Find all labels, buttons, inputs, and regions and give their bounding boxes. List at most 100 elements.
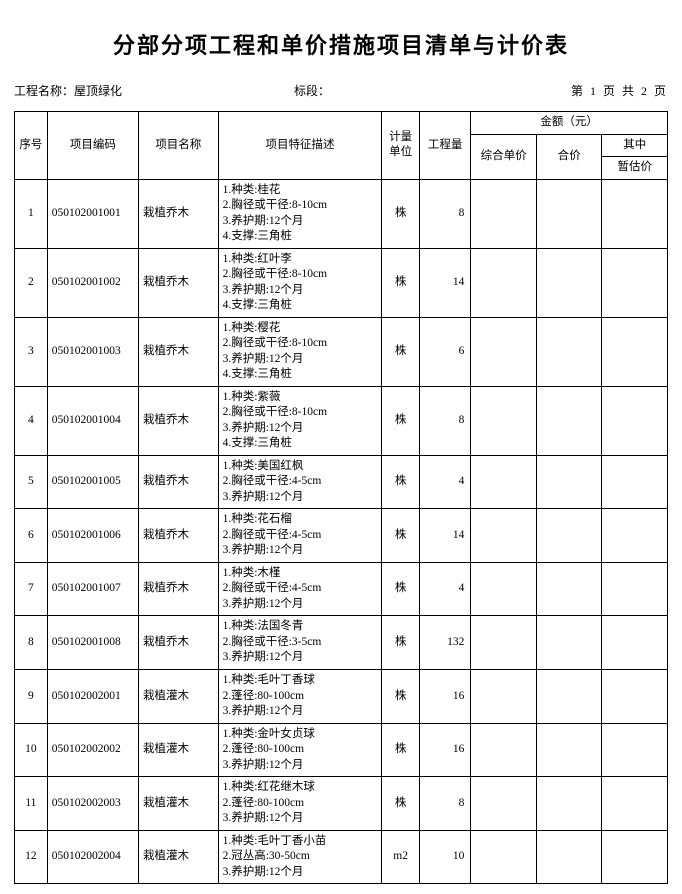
cell-qty: 4	[419, 562, 470, 616]
feat-line: 1.种类:红花继木球	[223, 780, 379, 796]
cell-code: 050102002004	[47, 830, 138, 884]
cell-unit: 株	[382, 386, 419, 455]
feat-line: 3.养护期:12个月	[223, 758, 379, 774]
cell-feat: 1.种类:红花继木球2.蓬径:80-100cm3.养护期:12个月	[218, 777, 382, 831]
table-row: 8050102001008栽植乔木1.种类:法国冬青2.胸径或干径:3-5cm3…	[15, 616, 668, 670]
cell-unitprice	[471, 509, 537, 563]
meta-project-label: 工程名称：	[14, 84, 74, 98]
cell-qty: 8	[419, 386, 470, 455]
cell-estprice	[602, 616, 668, 670]
cell-sumprice	[536, 830, 602, 884]
th-ofwhich: 其中	[602, 134, 668, 157]
feat-line: 3.养护期:12个月	[223, 352, 379, 368]
cell-feat: 1.种类:红叶李2.胸径或干径:8-10cm3.养护期:12个月4.支撑:三角桩	[218, 248, 382, 317]
cell-sumprice	[536, 455, 602, 509]
cell-code: 050102001005	[47, 455, 138, 509]
cell-qty: 10	[419, 830, 470, 884]
feat-line: 1.种类:毛叶丁香球	[223, 673, 379, 689]
cell-estprice	[602, 509, 668, 563]
table-row: 9050102002001栽植灌木1.种类:毛叶丁香球2.蓬径:80-100cm…	[15, 669, 668, 723]
feat-line: 1.种类:法国冬青	[223, 619, 379, 635]
cell-name: 栽植灌木	[139, 777, 219, 831]
table-row: 7050102001007栽植乔木1.种类:木槿2.胸径或干径:4-5cm3.养…	[15, 562, 668, 616]
cell-seq: 11	[15, 777, 48, 831]
table-row: 4050102001004栽植乔木1.种类:紫薇2.胸径或干径:8-10cm3.…	[15, 386, 668, 455]
table-body: 1050102001001栽植乔木1.种类:桂花2.胸径或干径:8-10cm3.…	[15, 179, 668, 884]
table-row: 5050102001005栽植乔木1.种类:美国红枫2.胸径或干径:4-5cm3…	[15, 455, 668, 509]
cell-seq: 9	[15, 669, 48, 723]
table-row: 3050102001003栽植乔木1.种类:樱花2.胸径或干径:8-10cm3.…	[15, 317, 668, 386]
cell-estprice	[602, 669, 668, 723]
cell-unit: 株	[382, 562, 419, 616]
cell-unit: 株	[382, 455, 419, 509]
cell-unit: 株	[382, 777, 419, 831]
cell-estprice	[602, 248, 668, 317]
th-unit: 计量单位	[382, 112, 419, 180]
feat-line: 1.种类:花石榴	[223, 512, 379, 528]
pricing-table: 序号 项目编码 项目名称 项目特征描述 计量单位 工程量 金额（元） 综合单价 …	[14, 111, 668, 884]
cell-qty: 16	[419, 669, 470, 723]
th-estprice: 暂估价	[602, 157, 668, 180]
feat-line: 2.胸径或干径:4-5cm	[223, 581, 379, 597]
feat-line: 1.种类:桂花	[223, 183, 379, 199]
cell-code: 050102001006	[47, 509, 138, 563]
feat-line: 2.胸径或干径:8-10cm	[223, 198, 379, 214]
cell-unit: 株	[382, 669, 419, 723]
feat-line: 1.种类:毛叶丁香小苗	[223, 834, 379, 850]
cell-unit: 株	[382, 616, 419, 670]
meta-project: 工程名称：屋顶绿化	[14, 82, 294, 99]
cell-unit: 株	[382, 317, 419, 386]
cell-seq: 4	[15, 386, 48, 455]
feat-line: 4.支撑:三角桩	[223, 436, 379, 452]
table-row: 11050102002003栽植灌木1.种类:红花继木球2.蓬径:80-100c…	[15, 777, 668, 831]
cell-sumprice	[536, 777, 602, 831]
cell-unitprice	[471, 723, 537, 777]
meta-row: 工程名称：屋顶绿化 标段： 第 1 页 共 2 页	[14, 82, 668, 99]
cell-code: 050102001002	[47, 248, 138, 317]
feat-line: 2.胸径或干径:4-5cm	[223, 528, 379, 544]
cell-unitprice	[471, 562, 537, 616]
feat-line: 1.种类:木槿	[223, 566, 379, 582]
cell-name: 栽植灌木	[139, 669, 219, 723]
table-row: 12050102002004栽植灌木1.种类:毛叶丁香小苗2.冠丛高:30-50…	[15, 830, 668, 884]
cell-unit: m2	[382, 830, 419, 884]
cell-name: 栽植乔木	[139, 562, 219, 616]
feat-line: 3.养护期:12个月	[223, 421, 379, 437]
cell-estprice	[602, 562, 668, 616]
cell-unitprice	[471, 455, 537, 509]
cell-code: 050102001004	[47, 386, 138, 455]
cell-code: 050102002002	[47, 723, 138, 777]
feat-line: 4.支撑:三角桩	[223, 229, 379, 245]
feat-line: 2.蓬径:80-100cm	[223, 742, 379, 758]
cell-estprice	[602, 723, 668, 777]
cell-name: 栽植乔木	[139, 386, 219, 455]
cell-sumprice	[536, 179, 602, 248]
table-head: 序号 项目编码 项目名称 项目特征描述 计量单位 工程量 金额（元） 综合单价 …	[15, 112, 668, 180]
cell-seq: 3	[15, 317, 48, 386]
feat-line: 1.种类:金叶女贞球	[223, 727, 379, 743]
meta-page: 第 1 页 共 2 页	[548, 82, 668, 99]
cell-unitprice	[471, 777, 537, 831]
cell-unitprice	[471, 248, 537, 317]
th-unitprice: 综合单价	[471, 134, 537, 179]
feat-line: 2.胸径或干径:8-10cm	[223, 267, 379, 283]
cell-qty: 16	[419, 723, 470, 777]
th-seq: 序号	[15, 112, 48, 180]
feat-line: 3.养护期:12个月	[223, 214, 379, 230]
feat-line: 1.种类:红叶李	[223, 252, 379, 268]
cell-name: 栽植乔木	[139, 317, 219, 386]
cell-sumprice	[536, 562, 602, 616]
cell-seq: 8	[15, 616, 48, 670]
feat-line: 1.种类:樱花	[223, 321, 379, 337]
feat-line: 2.胸径或干径:3-5cm	[223, 635, 379, 651]
cell-unitprice	[471, 616, 537, 670]
feat-line: 2.胸径或干径:8-10cm	[223, 336, 379, 352]
cell-sumprice	[536, 616, 602, 670]
table-row: 6050102001006栽植乔木1.种类:花石榴2.胸径或干径:4-5cm3.…	[15, 509, 668, 563]
cell-sumprice	[536, 669, 602, 723]
cell-estprice	[602, 179, 668, 248]
feat-line: 1.种类:紫薇	[223, 390, 379, 406]
feat-line: 3.养护期:12个月	[223, 283, 379, 299]
cell-qty: 8	[419, 777, 470, 831]
cell-code: 050102001007	[47, 562, 138, 616]
